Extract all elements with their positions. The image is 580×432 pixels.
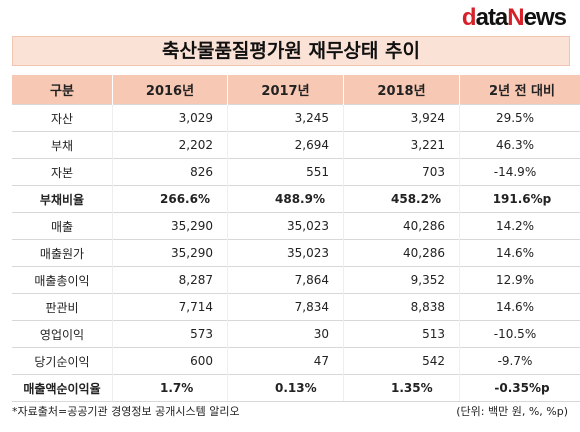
header-cell: 구분	[12, 75, 113, 105]
value-cell: 513	[343, 320, 460, 348]
value-cell: 488.9%	[227, 185, 344, 213]
value-cell: 47	[227, 347, 344, 375]
row-label: 부채	[12, 131, 113, 159]
value-cell: 7,834	[227, 293, 344, 321]
value-cell: 35,290	[112, 212, 228, 240]
value-cell: 40,286	[343, 212, 460, 240]
value-cell: 3,924	[343, 104, 460, 132]
table-row: 판관비 7,714 7,834 8,838 14.6%	[12, 293, 580, 321]
row-label: 자본	[12, 158, 113, 186]
value-cell: 1.35%	[343, 374, 460, 402]
unit-note: (단위: 백만 원, %, %p)	[456, 405, 568, 418]
table-row: 자산 3,029 3,245 3,924 29.5%	[12, 104, 580, 132]
table-row: 매출 35,290 35,023 40,286 14.2%	[12, 212, 580, 240]
logo-part: d	[461, 4, 477, 31]
value-cell: -14.9%	[459, 158, 580, 186]
table-row: 부채 2,202 2,694 3,221 46.3%	[12, 131, 580, 159]
value-cell: 3,221	[343, 131, 460, 159]
value-cell: 14.2%	[459, 212, 580, 240]
row-label: 판관비	[12, 293, 113, 321]
data-table: 구분 2016년 2017년 2018년 2년 전 대비 자산 3,029 3,245 3,92…	[12, 75, 580, 402]
value-cell: 30	[227, 320, 344, 348]
table-row: 매출액순이익율 1.7% 0.13% 1.35% -0.35%p	[12, 374, 580, 402]
table-row: 자본 826 551 703 -14.9%	[12, 158, 580, 186]
value-cell: 8,287	[112, 266, 228, 294]
header-cell: 2016년	[112, 75, 228, 105]
value-cell: 7,714	[112, 293, 228, 321]
title: 축산물품질평가원 재무상태 추이	[12, 36, 570, 66]
value-cell: 7,864	[227, 266, 344, 294]
value-cell: 3,029	[112, 104, 228, 132]
value-cell: 8,838	[343, 293, 460, 321]
value-cell: -10.5%	[459, 320, 580, 348]
value-cell: -9.7%	[459, 347, 580, 375]
value-cell: 600	[112, 347, 228, 375]
header-cell: 2017년	[227, 75, 344, 105]
value-cell: 573	[112, 320, 228, 348]
table-row: 당기순이익 600 47 542 -9.7%	[12, 347, 580, 375]
header-cell: 2년 전 대비	[459, 75, 580, 105]
value-cell: 826	[112, 158, 228, 186]
value-cell: 35,023	[227, 239, 344, 267]
table-row: 영업이익 573 30 513 -10.5%	[12, 320, 580, 348]
value-cell: 35,023	[227, 212, 344, 240]
logo-part: ews	[523, 4, 567, 31]
value-cell: 14.6%	[459, 239, 580, 267]
table-row: 매출원가 35,290 35,023 40,286 14.6%	[12, 239, 580, 267]
value-cell: 29.5%	[459, 104, 580, 132]
value-cell: 191.6%p	[459, 185, 580, 213]
row-label: 매출	[12, 212, 113, 240]
value-cell: 703	[343, 158, 460, 186]
row-label: 부채비율	[12, 185, 113, 213]
value-cell: 12.9%	[459, 266, 580, 294]
logo-part: N	[507, 4, 524, 31]
row-label: 자산	[12, 104, 113, 132]
value-cell: 551	[227, 158, 344, 186]
row-label: 매출액순이익율	[12, 374, 113, 402]
value-cell: 0.13%	[227, 374, 344, 402]
row-label: 매출총이익	[12, 266, 113, 294]
value-cell: 1.7%	[112, 374, 228, 402]
value-cell: 542	[343, 347, 460, 375]
logo-part: ata	[475, 4, 509, 31]
value-cell: -0.35%p	[459, 374, 580, 402]
source-note: *자료출처=공공기관 경영정보 공개시스템 알리오	[12, 405, 240, 418]
value-cell: 2,202	[112, 131, 228, 159]
header-row: 구분 2016년 2017년 2018년 2년 전 대비	[12, 75, 580, 105]
row-label: 매출원가	[12, 239, 113, 267]
value-cell: 266.6%	[112, 185, 228, 213]
value-cell: 3,245	[227, 104, 344, 132]
value-cell: 40,286	[343, 239, 460, 267]
value-cell: 9,352	[343, 266, 460, 294]
header-cell: 2018년	[343, 75, 460, 105]
value-cell: 458.2%	[343, 185, 460, 213]
logo: dataNews	[461, 4, 567, 32]
value-cell: 46.3%	[459, 131, 580, 159]
value-cell: 2,694	[227, 131, 344, 159]
table-row: 부채비율 266.6% 488.9% 458.2% 191.6%p	[12, 185, 580, 213]
table-row: 매출총이익 8,287 7,864 9,352 12.9%	[12, 266, 580, 294]
row-label: 당기순이익	[12, 347, 113, 375]
value-cell: 35,290	[112, 239, 228, 267]
row-label: 영업이익	[12, 320, 113, 348]
value-cell: 14.6%	[459, 293, 580, 321]
